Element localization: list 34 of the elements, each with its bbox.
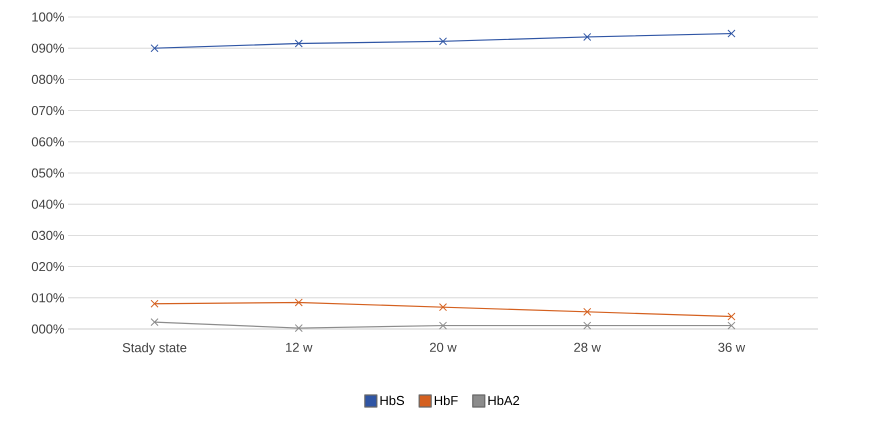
point bbox=[438, 37, 448, 46]
y-tick-label: 080% bbox=[32, 74, 64, 84]
point bbox=[150, 44, 159, 52]
point bbox=[583, 322, 592, 330]
point bbox=[150, 300, 159, 308]
y-tick-label: 100% bbox=[32, 12, 64, 22]
point bbox=[438, 303, 448, 312]
point bbox=[727, 30, 736, 38]
y-tick-label: 050% bbox=[32, 168, 64, 178]
point bbox=[294, 324, 303, 332]
point bbox=[583, 32, 592, 41]
x-tick-label: 36 w bbox=[718, 342, 746, 352]
point bbox=[150, 318, 159, 326]
y-tick-label: 060% bbox=[32, 137, 64, 146]
point bbox=[438, 322, 448, 330]
legend-label: HbA2 bbox=[488, 396, 520, 406]
x-tick-label: 12 w bbox=[286, 342, 312, 352]
point bbox=[727, 312, 736, 321]
legend-label: HbF bbox=[434, 396, 458, 406]
y-tick-label: 010% bbox=[32, 293, 64, 302]
y-tick-label: 090% bbox=[32, 44, 64, 53]
point bbox=[294, 39, 303, 48]
point bbox=[294, 298, 303, 307]
x-tick-label: 28 w bbox=[574, 342, 601, 352]
point bbox=[727, 322, 736, 330]
legend-label: HbS bbox=[380, 396, 404, 406]
y-tick-label: 000% bbox=[32, 324, 64, 334]
y-tick-label: 070% bbox=[32, 106, 64, 116]
x-tick-label: 20 w bbox=[430, 342, 457, 352]
y-tick-label: 040% bbox=[32, 200, 64, 209]
y-tick-label: 020% bbox=[32, 262, 64, 272]
point bbox=[583, 308, 592, 316]
y-tick-label: 030% bbox=[32, 230, 64, 240]
x-tick-label: Stady state bbox=[122, 342, 186, 355]
